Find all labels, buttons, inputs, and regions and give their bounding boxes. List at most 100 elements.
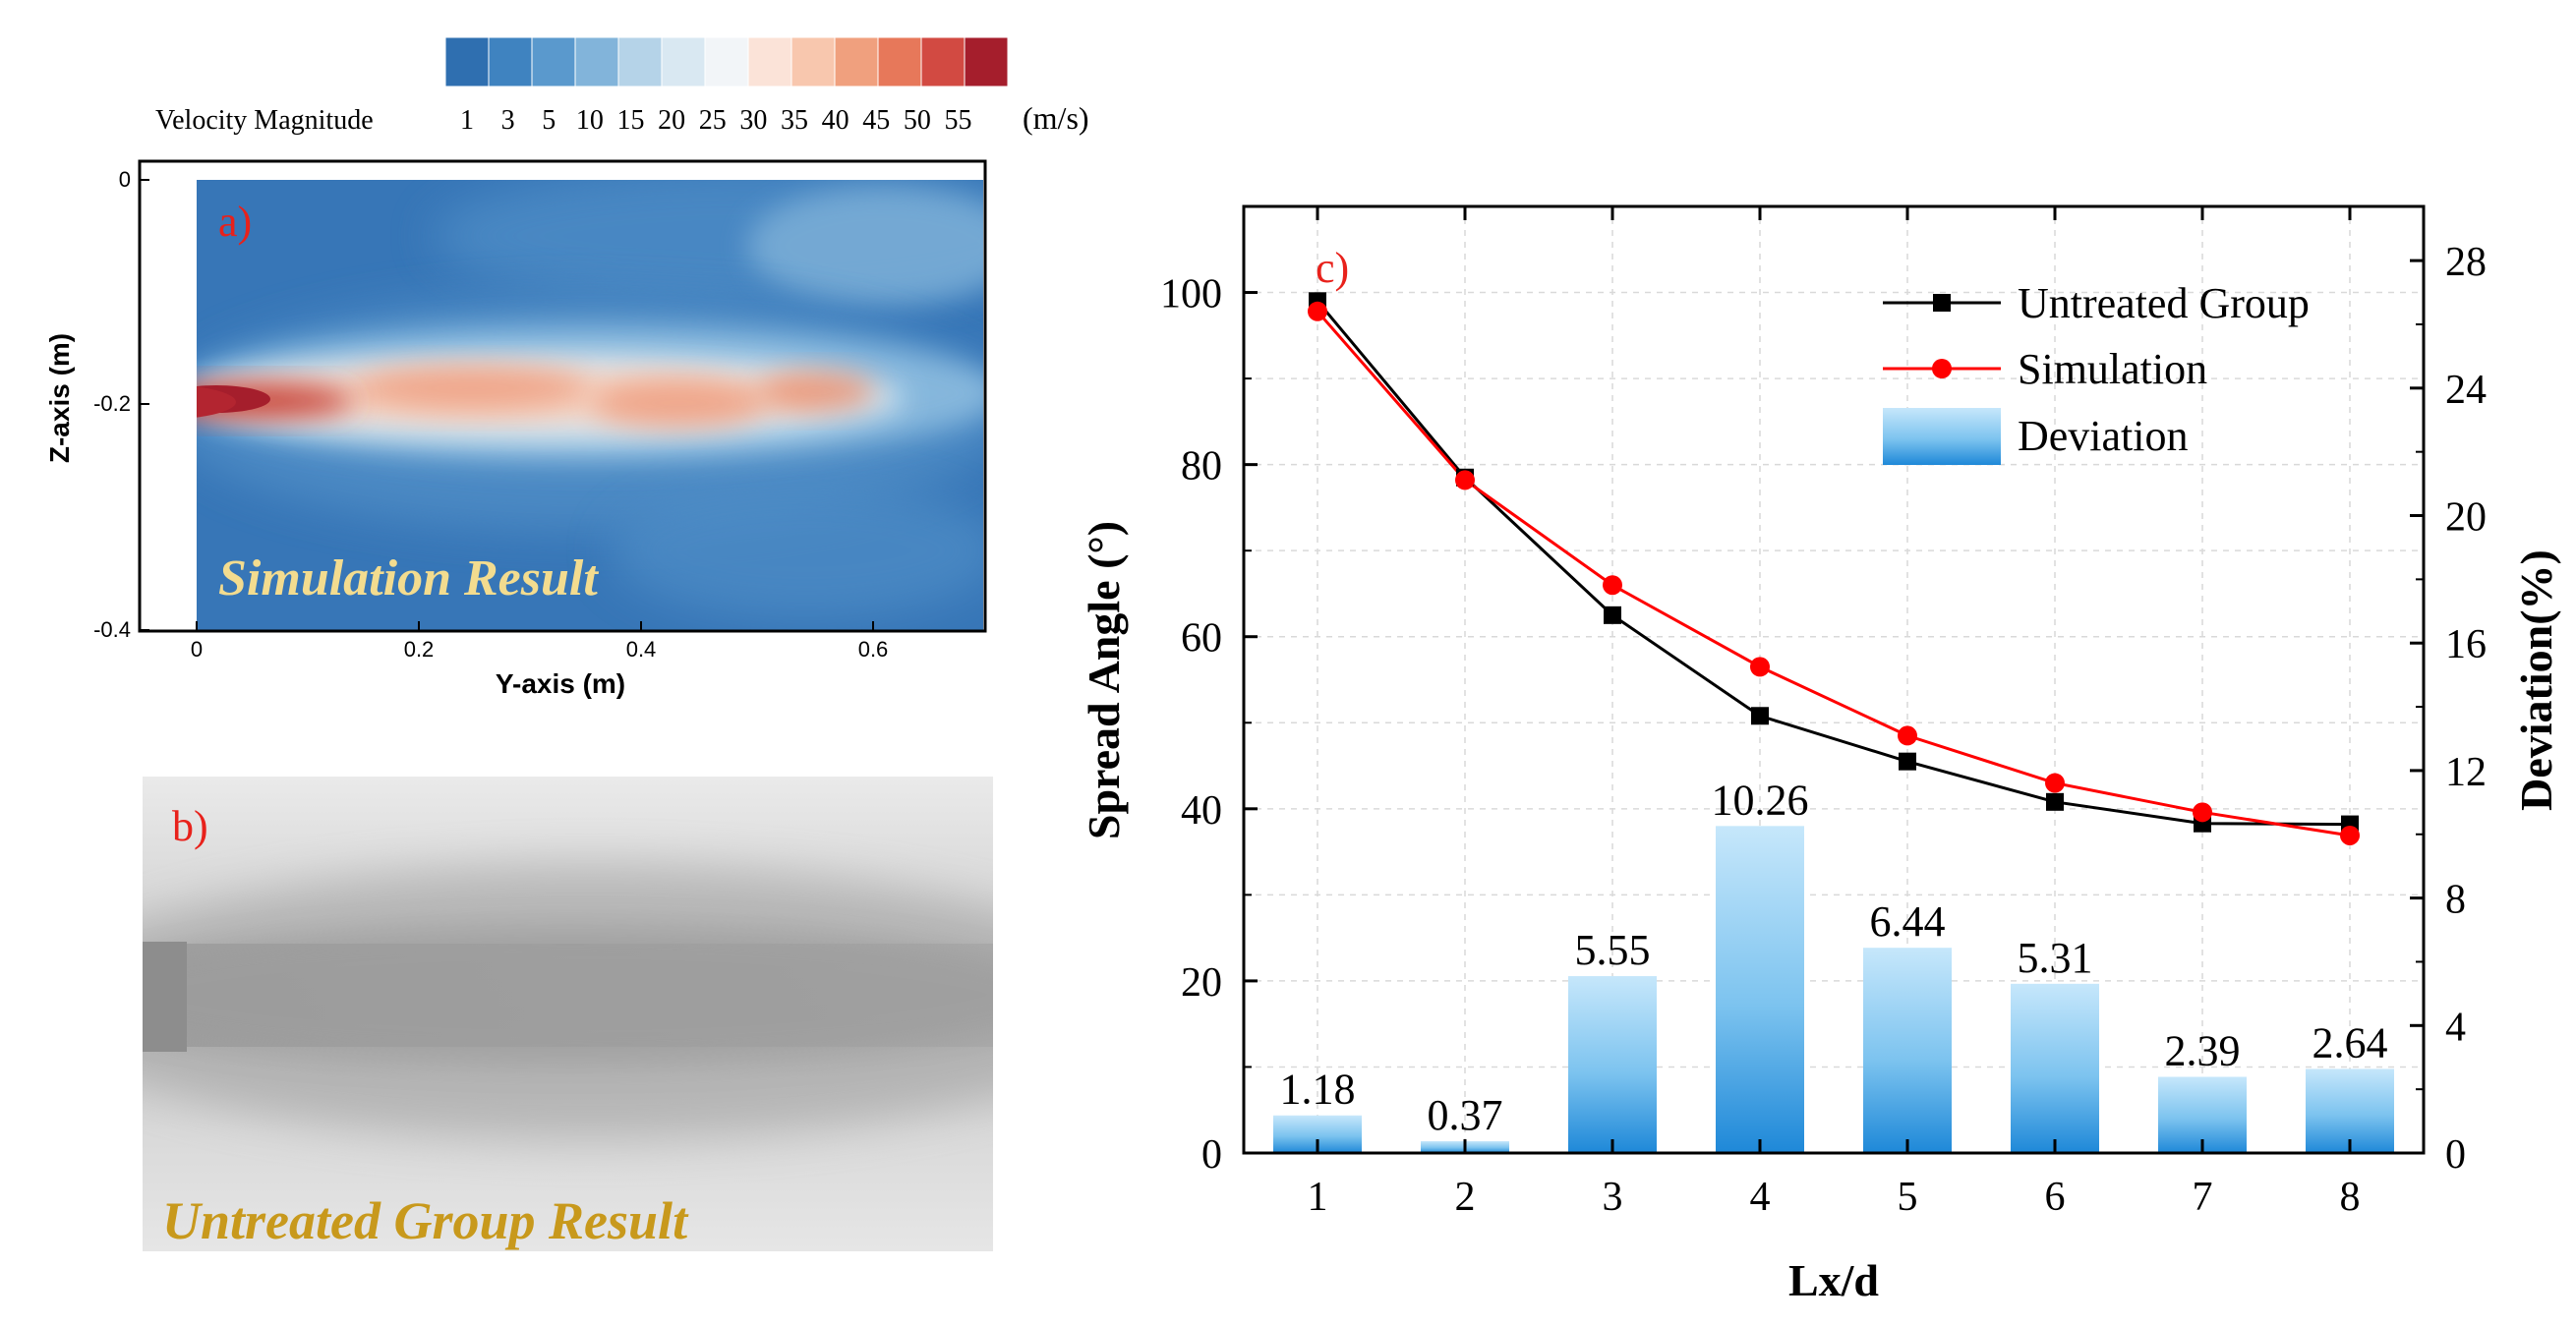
chart-legend: Untreated Group Simulation Deviation	[1883, 279, 2310, 465]
y2-tick-label: 12	[2445, 750, 2487, 795]
series-line	[1316, 310, 2351, 837]
deviation-bar-labels: 1.18 0.37 5.55 10.26 6.44 5.31 2.39 2.64	[1280, 776, 2388, 1139]
colorbar-tick-label: 5	[542, 105, 556, 136]
x-tick-label: 8	[2340, 1175, 2361, 1220]
series-point	[1308, 301, 1327, 321]
deviation-bar-label: 2.64	[2313, 1018, 2388, 1067]
inlet-wall	[140, 161, 197, 381]
y2-tick-label: 0	[2445, 1132, 2466, 1178]
panel-b-photo: b) Untreated Group Result	[143, 777, 993, 1251]
colorbar-swatch	[747, 36, 792, 87]
colorbar: 1 3 5 10 15 20 25 30 35 40 45 50 55	[444, 36, 1009, 136]
series-point	[2340, 825, 2360, 845]
y2-tick-label: 16	[2445, 622, 2487, 667]
deviation-bar-label: 5.31	[2018, 934, 2093, 982]
colorbar-tick-label: 15	[616, 105, 644, 136]
colorbar-tick-label: 30	[739, 105, 767, 136]
panel-a-xlabel: Y-axis (m)	[496, 668, 625, 699]
panel-b-tag: b)	[172, 802, 208, 850]
colorbar-tick-label: 1	[460, 105, 474, 136]
panel-a-ytick-1: -0.2	[93, 391, 131, 416]
legend-deviation-label: Deviation	[2018, 412, 2189, 460]
colorbar-swatch	[877, 36, 922, 87]
panel-a-xtick-3: 0.6	[858, 637, 889, 662]
colorbar-unit: (m/s)	[1023, 100, 1089, 136]
legend-untreated-marker	[1933, 294, 1951, 312]
x-tick-label: 5	[1898, 1175, 1918, 1220]
series-point	[2193, 802, 2212, 823]
colorbar-tick-label: 45	[862, 105, 890, 136]
y-tick-label: 80	[1181, 444, 1222, 490]
panel-a-xtick-2: 0.4	[626, 637, 657, 662]
deviation-bar-label: 1.18	[1280, 1066, 1356, 1114]
series-point	[1603, 575, 1622, 596]
y-tick-label: 100	[1160, 272, 1222, 317]
colorbar-swatch	[617, 36, 663, 87]
chart-tag: c)	[1316, 244, 1349, 292]
panel-a-ticks	[140, 179, 874, 631]
y2-tick-label: 24	[2445, 368, 2487, 413]
colorbar-tick-label: 3	[501, 105, 515, 136]
colorbar-swatch	[704, 36, 749, 87]
colorbar-swatch	[920, 36, 966, 87]
panel-a-ylabel: Z-axis (m)	[44, 333, 75, 463]
colorbar-tick-label: 55	[944, 105, 971, 136]
panel-a-simulation: 0 0.2 0.4 0.6 0 -0.2 -0.4 Y-axis (m) Z-a…	[44, 159, 987, 699]
deviation-bar	[2011, 983, 2099, 1153]
series-point	[2046, 792, 2064, 811]
colorbar-tick-label: 35	[781, 105, 808, 136]
colorbar-tick-label: 20	[658, 105, 685, 136]
deviation-bar-label: 6.44	[1870, 897, 1946, 946]
deviation-bars	[1273, 826, 2394, 1153]
panel-a-ytick-0: 0	[119, 167, 131, 192]
x-tick-label: 2	[1455, 1175, 1476, 1220]
series-point	[1899, 752, 1916, 771]
deviation-bar	[2306, 1068, 2394, 1153]
y-tick-label: 60	[1181, 616, 1222, 662]
colorbar-swatch	[964, 36, 1009, 87]
panel-a-xtick-1: 0.2	[404, 637, 435, 662]
colorbar-swatch	[834, 36, 879, 87]
series-point	[1898, 725, 1917, 746]
deviation-bar	[1863, 948, 1952, 1153]
chart-y2label: Deviation(%)	[2511, 549, 2561, 811]
x-tick-label: 6	[2045, 1175, 2066, 1220]
colorbar-swatch	[661, 36, 706, 87]
colorbar-label: Velocity Magnitude	[155, 105, 374, 136]
deviation-bar	[1568, 976, 1657, 1153]
x-tick-label: 3	[1603, 1175, 1623, 1220]
deviation-bar-label: 5.55	[1575, 926, 1651, 974]
panel-b-overlay-text: Untreated Group Result	[162, 1191, 689, 1250]
series-point	[1455, 470, 1475, 490]
colorbar-tick-label: 10	[576, 105, 604, 136]
series-point	[2045, 773, 2065, 793]
x-tick-label: 4	[1750, 1175, 1771, 1220]
chart-xlabel: Lx/d	[1788, 1255, 1879, 1305]
y2-tick-label: 28	[2445, 240, 2487, 285]
deviation-bar-label: 0.37	[1428, 1091, 1503, 1139]
colorbar-tick-label: 25	[699, 105, 727, 136]
deviation-bar	[1716, 826, 1804, 1153]
y-tick-label: 0	[1201, 1132, 1222, 1178]
series-markers	[1308, 292, 2360, 845]
chart-ylabel: Spread Angle (°)	[1079, 521, 1129, 839]
legend-simulation-marker	[1932, 359, 1952, 378]
legend-deviation-swatch	[1883, 408, 2001, 465]
inlet-wall-lower	[140, 425, 197, 631]
nozzle-jet-core	[197, 386, 236, 418]
colorbar-swatch	[790, 36, 836, 87]
photo-nozzle	[143, 942, 187, 1052]
colorbar-swatch	[531, 36, 576, 87]
colorbar-swatch	[444, 36, 490, 87]
colorbar-swatch	[488, 36, 533, 87]
panel-a-axes-frame	[138, 159, 987, 633]
y-tick-label: 40	[1181, 788, 1222, 834]
velocity-contour	[197, 180, 983, 630]
legend-simulation-label: Simulation	[2018, 345, 2207, 393]
panel-a-xtick-0: 0	[191, 637, 203, 662]
chart-grid	[1244, 206, 2424, 1153]
y2-tick-label: 20	[2445, 495, 2487, 541]
